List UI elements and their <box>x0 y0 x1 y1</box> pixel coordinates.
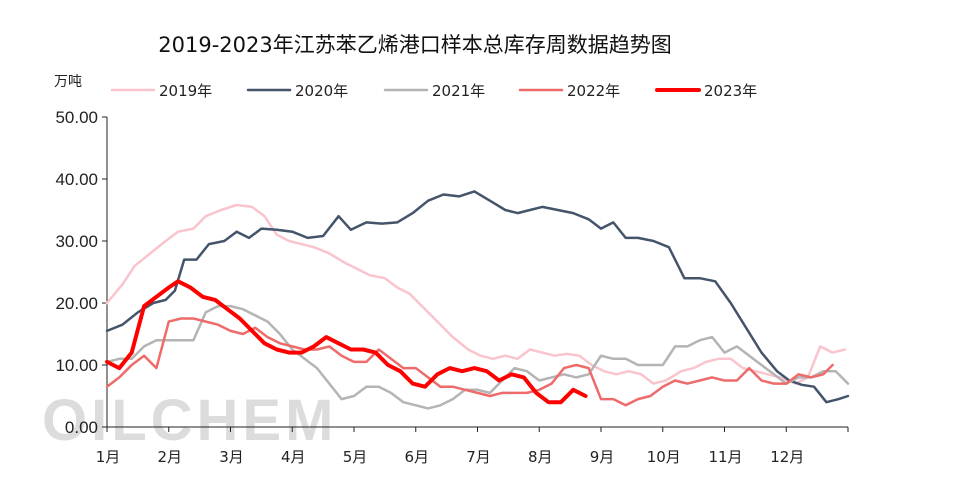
y-tick-label: 20.00 <box>55 294 98 313</box>
y-tick-label: 0.00 <box>65 418 98 437</box>
series-line-2019 <box>105 203 847 385</box>
legend-item-2021: 2021年 <box>383 82 485 100</box>
x-tick-label: 4月 <box>281 448 306 466</box>
x-tick-label: 10月 <box>647 448 681 466</box>
legend-label: 2021年 <box>432 82 485 100</box>
chart-title: 2019-2023年江苏苯乙烯港口样本总库存周数据趋势图 <box>158 33 671 57</box>
axes: 0.00 10.00 20.00 30.00 40.00 50.00 1月 2月 3月 4月 5月 6… <box>55 108 849 466</box>
x-tick-label: 6月 <box>404 448 429 466</box>
x-tick-label: 11月 <box>708 448 742 466</box>
legend-item-2023: 2023年 <box>655 82 757 100</box>
legend-item-2022: 2022年 <box>518 82 620 100</box>
legend-label: 2022年 <box>567 82 620 100</box>
y-tick-label: 50.00 <box>55 108 98 127</box>
x-tick-label: 9月 <box>590 448 615 466</box>
series-line-2022 <box>105 317 834 407</box>
series-layer <box>105 190 850 410</box>
legend-item-2019: 2019年 <box>110 82 212 100</box>
x-tick-label: 8月 <box>528 448 553 466</box>
y-tick-label: 40.00 <box>55 170 98 189</box>
x-tick-label: 12月 <box>770 448 804 466</box>
legend-label: 2020年 <box>295 82 348 100</box>
x-tick-label: 3月 <box>219 448 244 466</box>
y-tick-label: 30.00 <box>55 232 98 251</box>
y-tick-label: 10.00 <box>55 356 98 375</box>
y-unit-label: 万吨 <box>54 74 82 90</box>
x-tick-label: 2月 <box>157 448 182 466</box>
legend-label: 2023年 <box>704 82 757 100</box>
x-tick-label: 1月 <box>96 448 121 466</box>
watermark-logo: OILCHEM <box>42 388 337 453</box>
legend-label: 2019年 <box>159 82 212 100</box>
series-line-2020 <box>105 190 850 404</box>
x-tick-label: 7月 <box>466 448 491 466</box>
series-line-2021 <box>105 304 850 410</box>
series-line-2023 <box>105 279 588 405</box>
legend: 2019年 2020年 2021年 2022年 2023年 <box>110 82 757 100</box>
legend-item-2020: 2020年 <box>246 82 348 100</box>
x-tick-label: 5月 <box>343 448 368 466</box>
